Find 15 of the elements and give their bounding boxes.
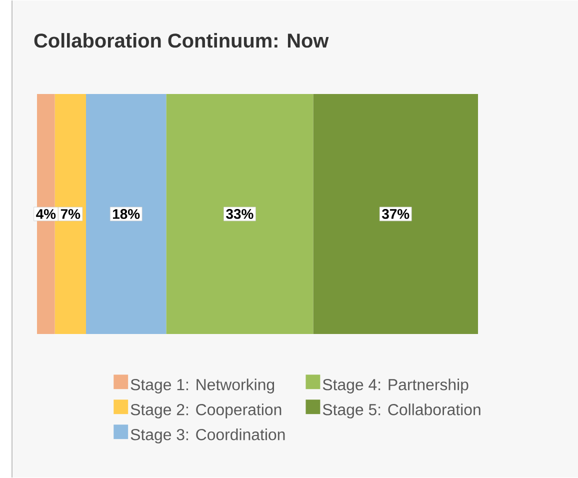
bar xyxy=(86,94,166,334)
legend-label: Stage 5: Collaboration xyxy=(322,404,480,418)
legend-label: Stage 2: Cooperation xyxy=(130,404,282,418)
data-label: 33% xyxy=(226,209,254,219)
data-label: 18% xyxy=(113,209,140,219)
legend-label: Stage 4: Partnership xyxy=(322,378,468,394)
bar xyxy=(313,94,478,334)
legend-label: Stage 3: Coordination xyxy=(130,428,285,444)
data-label: 37% xyxy=(382,209,410,219)
legend-label: Stage 1: Networking xyxy=(130,378,274,394)
bar xyxy=(166,94,314,334)
data-label: 4% xyxy=(36,209,56,219)
chart-title: Collaboration Continuum: Now xyxy=(34,33,329,48)
data-label: 7% xyxy=(60,209,80,219)
bar xyxy=(54,94,86,334)
